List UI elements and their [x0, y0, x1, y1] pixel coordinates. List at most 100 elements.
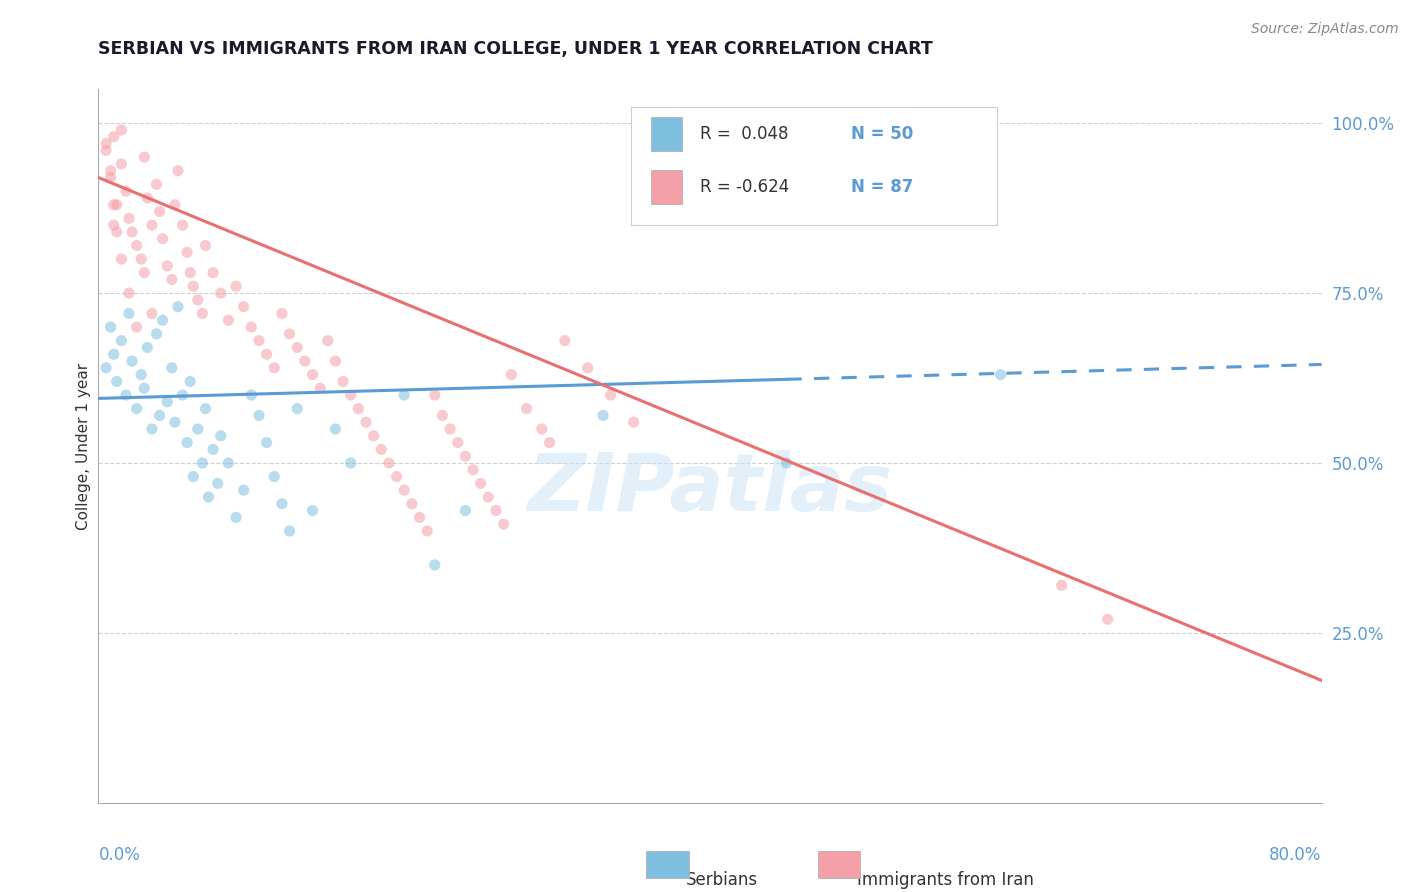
- Point: [94, 136, 117, 151]
- Point: [392, 483, 416, 498]
- Point: [247, 334, 270, 348]
- Point: [141, 306, 163, 320]
- Point: [191, 456, 214, 470]
- Point: [439, 422, 461, 436]
- Point: [217, 456, 239, 470]
- Point: [187, 422, 209, 436]
- Point: [423, 558, 446, 572]
- Point: [136, 191, 159, 205]
- Point: [134, 150, 156, 164]
- Point: [115, 184, 138, 198]
- Point: [125, 238, 148, 252]
- Point: [592, 409, 614, 423]
- Point: [285, 341, 308, 355]
- Point: [152, 232, 174, 246]
- Point: [187, 293, 209, 307]
- Point: [172, 388, 194, 402]
- Point: [599, 388, 621, 402]
- Text: Source: ZipAtlas.com: Source: ZipAtlas.com: [1251, 22, 1399, 37]
- Point: [156, 394, 179, 409]
- Point: [129, 368, 152, 382]
- Point: [105, 375, 128, 389]
- Point: [240, 388, 263, 402]
- Point: [316, 334, 339, 348]
- Point: [285, 401, 308, 416]
- Point: [121, 354, 143, 368]
- Point: [516, 401, 538, 416]
- Point: [94, 360, 117, 375]
- Text: 80.0%: 80.0%: [1270, 846, 1322, 863]
- Point: [270, 306, 292, 320]
- Point: [401, 497, 423, 511]
- Text: R =  0.048: R = 0.048: [700, 125, 789, 143]
- Point: [538, 435, 561, 450]
- Point: [160, 272, 183, 286]
- Point: [278, 326, 301, 341]
- Point: [149, 409, 172, 423]
- Point: [1097, 612, 1119, 626]
- Text: N = 50: N = 50: [851, 125, 912, 143]
- Point: [176, 435, 198, 450]
- Point: [339, 456, 361, 470]
- Point: [470, 476, 492, 491]
- Point: [263, 469, 285, 483]
- Point: [392, 388, 416, 402]
- Point: [125, 401, 148, 416]
- Point: [181, 279, 204, 293]
- Point: [554, 334, 576, 348]
- Point: [225, 279, 247, 293]
- Point: [270, 497, 292, 511]
- Point: [179, 375, 201, 389]
- Point: [136, 341, 159, 355]
- Point: [100, 170, 122, 185]
- Point: [325, 422, 347, 436]
- Point: [103, 198, 125, 212]
- Bar: [647, 851, 689, 878]
- Text: SERBIAN VS IMMIGRANTS FROM IRAN COLLEGE, UNDER 1 YEAR CORRELATION CHART: SERBIAN VS IMMIGRANTS FROM IRAN COLLEGE,…: [98, 40, 934, 58]
- Point: [194, 238, 217, 252]
- Point: [125, 320, 148, 334]
- Point: [240, 320, 263, 334]
- Point: [110, 334, 132, 348]
- Point: [110, 252, 132, 266]
- Point: [103, 129, 125, 144]
- Point: [110, 123, 132, 137]
- Point: [141, 218, 163, 232]
- Point: [156, 259, 179, 273]
- Point: [454, 503, 477, 517]
- Point: [207, 476, 229, 491]
- Point: [423, 388, 446, 402]
- Text: R = -0.624: R = -0.624: [700, 178, 790, 196]
- Point: [432, 409, 454, 423]
- Point: [181, 469, 204, 483]
- Text: ZIPatlas: ZIPatlas: [527, 450, 893, 528]
- Point: [339, 388, 361, 402]
- FancyBboxPatch shape: [630, 107, 997, 225]
- Point: [145, 326, 167, 341]
- Point: [141, 422, 163, 436]
- Point: [408, 510, 430, 524]
- Point: [363, 429, 385, 443]
- Point: [202, 266, 225, 280]
- Point: [105, 225, 128, 239]
- Point: [501, 368, 523, 382]
- Point: [167, 300, 190, 314]
- Point: [172, 218, 194, 232]
- Point: [454, 449, 477, 463]
- Point: [225, 510, 247, 524]
- Point: [134, 381, 156, 395]
- Point: [232, 483, 254, 498]
- Point: [354, 415, 377, 429]
- Point: [163, 415, 186, 429]
- Point: [191, 306, 214, 320]
- Point: [105, 198, 128, 212]
- Point: [576, 360, 599, 375]
- Point: [247, 409, 270, 423]
- Point: [145, 178, 167, 192]
- Point: [176, 245, 198, 260]
- Point: [167, 163, 190, 178]
- Point: [202, 442, 225, 457]
- Text: Immigrants from Iran: Immigrants from Iran: [856, 871, 1033, 888]
- Point: [461, 463, 484, 477]
- Text: 0.0%: 0.0%: [98, 846, 141, 863]
